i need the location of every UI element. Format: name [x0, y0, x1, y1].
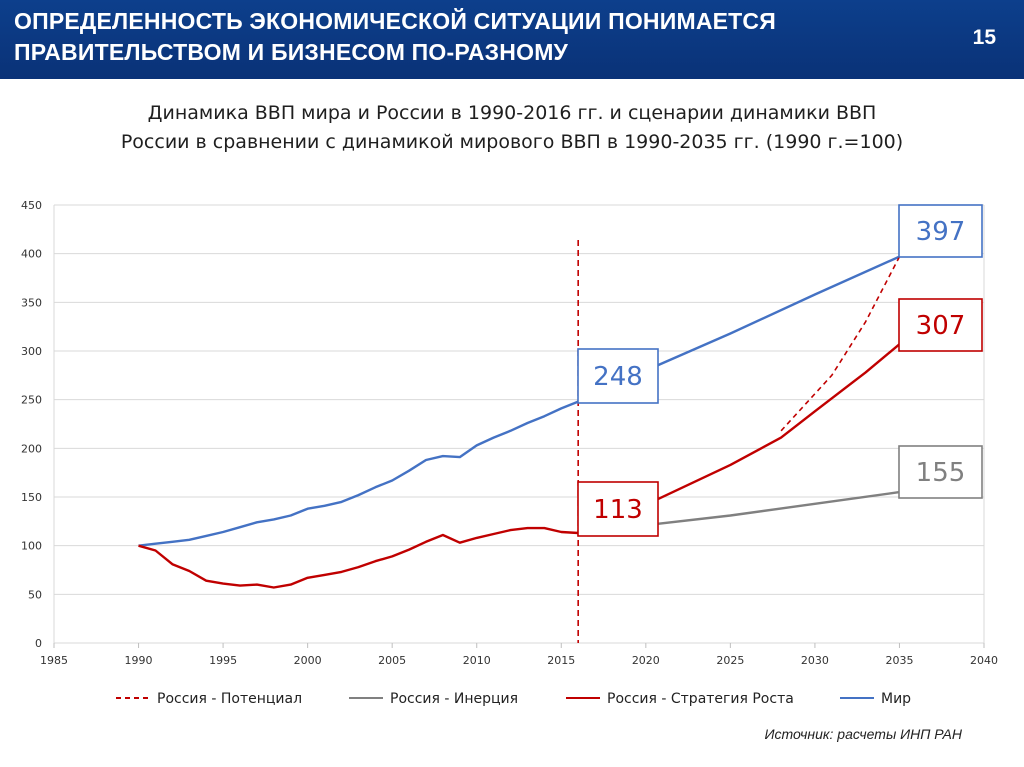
y-tick-label-350: 350 — [21, 296, 42, 309]
callout-label-155: 155 — [916, 458, 966, 488]
x-tick-label-2005: 2005 — [378, 654, 406, 667]
legend-label-1: Россия - Инерция — [390, 691, 518, 707]
callout-label-307: 307 — [916, 311, 966, 341]
x-tick-label-2025: 2025 — [716, 654, 744, 667]
callout-box-307 — [898, 298, 983, 352]
x-tick-label-2020: 2020 — [632, 654, 660, 667]
chart-title-line-1: Динамика ВВП мира и России в 1990-2016 г… — [147, 102, 877, 124]
x-tick-label-2035: 2035 — [885, 654, 913, 667]
series-line-россия-стратегия-роста — [138, 343, 901, 589]
y-tick-label-200: 200 — [21, 442, 42, 455]
slide-title-line-1: ОПРЕДЕЛЕННОСТЬ ЭКОНОМИЧЕСКОЙ СИТУАЦИИ ПО… — [14, 8, 776, 34]
callout-box-113 — [577, 481, 659, 537]
y-tick-label-50: 50 — [28, 588, 42, 601]
legend-label-0: Россия - Потенциал — [157, 691, 302, 707]
x-tick-label-2000: 2000 — [294, 654, 322, 667]
series-line-мир — [138, 255, 900, 547]
slide-title: ОПРЕДЕЛЕННОСТЬ ЭКОНОМИЧЕСКОЙ СИТУАЦИИ ПО… — [14, 6, 894, 68]
chart-title-line-2: России в сравнении с динамикой мирового … — [120, 131, 904, 153]
y-tick-label-400: 400 — [21, 248, 42, 261]
callout-label-397: 397 — [916, 217, 966, 247]
legend-label-2: Россия - Стратегия Роста — [607, 691, 794, 707]
callout-box-248 — [577, 348, 659, 404]
x-tick-label-2015: 2015 — [547, 654, 575, 667]
y-tick-label-450: 450 — [21, 199, 42, 212]
callout-box-155 — [898, 445, 983, 499]
chart-title: Динамика ВВП мира и России в 1990-2016 г… — [40, 99, 984, 157]
x-tick-label-1985: 1985 — [40, 654, 68, 667]
y-tick-label-150: 150 — [21, 491, 42, 504]
y-tick-label-0: 0 — [35, 637, 42, 650]
series-line-россия-потенциал — [780, 256, 901, 432]
slide-title-line-2: ПРАВИТЕЛЬСТВОМ И БИЗНЕСОМ ПО-РАЗНОМУ — [14, 39, 569, 65]
y-tick-label-300: 300 — [21, 345, 42, 358]
x-tick-label-1995: 1995 — [209, 654, 237, 667]
callout-box-397 — [898, 204, 983, 258]
y-tick-label-250: 250 — [21, 394, 42, 407]
x-tick-label-1990: 1990 — [125, 654, 153, 667]
source-note: Источник: расчеты ИНП РАН — [764, 726, 963, 742]
y-tick-label-100: 100 — [21, 540, 42, 553]
page-number: 15 — [972, 26, 996, 49]
x-tick-label-2040: 2040 — [970, 654, 998, 667]
callout-label-113: 113 — [593, 495, 643, 525]
legend-label-3: Мир — [881, 691, 911, 707]
x-tick-label-2030: 2030 — [801, 654, 829, 667]
x-tick-label-2010: 2010 — [463, 654, 491, 667]
slide-header: ОПРЕДЕЛЕННОСТЬ ЭКОНОМИЧЕСКОЙ СИТУАЦИИ ПО… — [0, 0, 1024, 79]
callout-label-248: 248 — [593, 362, 643, 392]
